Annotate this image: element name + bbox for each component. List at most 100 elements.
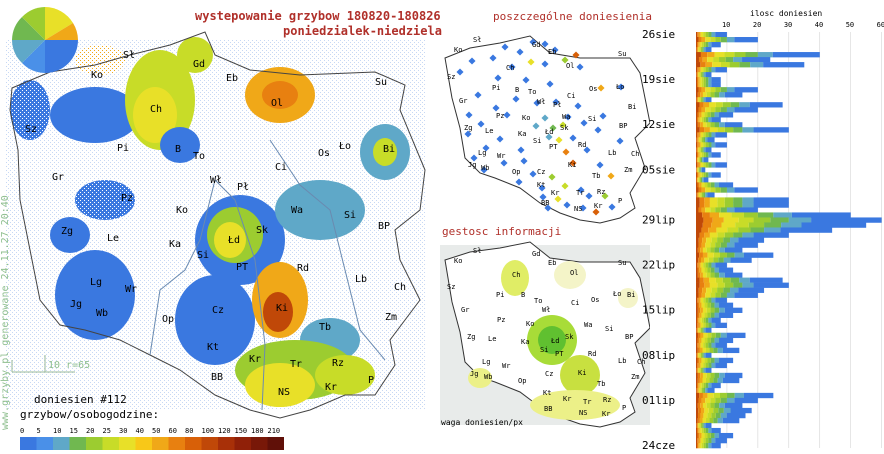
density-city-label: Ci bbox=[571, 299, 579, 307]
bar-segment bbox=[703, 262, 706, 268]
bar-segment bbox=[717, 127, 725, 133]
bar-segment bbox=[719, 312, 734, 318]
report-point bbox=[465, 111, 473, 119]
bar-segment bbox=[720, 87, 727, 93]
bar-segment bbox=[701, 167, 706, 173]
bar-segment bbox=[696, 47, 698, 53]
reports-map-title: poszczególne doniesienia bbox=[493, 10, 652, 23]
bar-segment bbox=[696, 382, 699, 389]
bar-segment bbox=[697, 337, 700, 344]
bar-segment bbox=[700, 92, 703, 98]
main-city-label: Bi bbox=[383, 144, 395, 155]
bar-segment bbox=[703, 147, 706, 153]
reports-city-label: Os bbox=[589, 85, 597, 93]
bar-segment bbox=[706, 247, 711, 253]
bar-segment bbox=[709, 282, 718, 288]
bar-segment bbox=[696, 227, 702, 233]
bar-segment bbox=[720, 412, 727, 419]
bar-segment bbox=[698, 177, 700, 183]
density-city-label: Ch bbox=[637, 358, 645, 366]
bar-segment bbox=[724, 402, 743, 409]
bar-segment bbox=[696, 247, 698, 253]
bar-segment bbox=[730, 257, 752, 263]
report-point bbox=[527, 58, 535, 66]
reports-city-label: Bi bbox=[628, 103, 636, 111]
density-city-label: Op bbox=[518, 377, 526, 385]
bar-segment bbox=[720, 62, 730, 68]
legend-swatch bbox=[102, 437, 119, 450]
bar-segment bbox=[696, 52, 701, 58]
bar-segment bbox=[700, 342, 704, 349]
bar-segment bbox=[698, 387, 701, 394]
bar-segment bbox=[696, 277, 700, 283]
bar-segment bbox=[715, 322, 727, 329]
density-city-label: Le bbox=[488, 335, 496, 343]
main-city-label: Wł bbox=[210, 175, 222, 186]
reports-city-label: Gd bbox=[532, 41, 540, 49]
bar-segment bbox=[696, 172, 697, 178]
bar-segment bbox=[711, 117, 721, 123]
report-point bbox=[541, 60, 549, 68]
bar-segment bbox=[696, 127, 700, 133]
bar-segment bbox=[719, 212, 732, 218]
report-point bbox=[464, 130, 472, 138]
bar-segment bbox=[707, 312, 711, 318]
bar-segment bbox=[708, 362, 712, 369]
density-city-label: B bbox=[521, 291, 525, 299]
main-city-label: Sz bbox=[25, 124, 37, 135]
bar-segment bbox=[696, 317, 697, 323]
bar-segment bbox=[696, 267, 698, 273]
bar-segment bbox=[715, 32, 727, 38]
bar-segment bbox=[696, 347, 698, 354]
bar-segment bbox=[698, 67, 701, 73]
bar-segment bbox=[699, 337, 702, 344]
bar-segment bbox=[730, 277, 740, 283]
bar-segment bbox=[698, 117, 700, 123]
bar-segment bbox=[696, 392, 700, 399]
bar-segment bbox=[707, 182, 711, 188]
bar-segment bbox=[697, 432, 700, 439]
bar-segment bbox=[698, 257, 702, 263]
bar-segment bbox=[697, 327, 699, 334]
bar-segment bbox=[801, 222, 867, 228]
bar-segment bbox=[696, 417, 698, 424]
main-city-label: NS bbox=[278, 387, 290, 398]
bar-segment bbox=[750, 227, 765, 233]
bar-segment bbox=[696, 217, 704, 223]
bar-segment bbox=[733, 232, 743, 238]
bar-segment bbox=[707, 52, 715, 58]
bar-segment bbox=[698, 132, 701, 138]
bar-segment bbox=[696, 282, 700, 288]
bar-segment bbox=[733, 202, 743, 208]
report-point bbox=[515, 178, 523, 186]
bar-segment bbox=[696, 442, 699, 449]
legend-swatch bbox=[251, 437, 268, 450]
bar-segment bbox=[724, 122, 743, 128]
density-city-label: Wr bbox=[502, 362, 510, 370]
bar-segment bbox=[701, 292, 706, 298]
legend-value: 180 bbox=[251, 427, 264, 435]
bar-segment bbox=[698, 157, 700, 163]
bar-segment bbox=[726, 107, 735, 113]
bar-segment bbox=[702, 212, 710, 218]
bar-segment bbox=[733, 197, 743, 203]
density-city-label: Ch bbox=[512, 271, 520, 279]
reports-city-label: Ło bbox=[615, 83, 624, 91]
report-point bbox=[529, 38, 537, 46]
reports-city-label: Gr bbox=[459, 97, 467, 105]
report-point bbox=[489, 54, 497, 62]
bar-segment bbox=[717, 197, 725, 203]
bar-segment bbox=[705, 117, 709, 123]
bar-segment bbox=[704, 257, 709, 263]
bar-segment bbox=[733, 282, 743, 288]
bar-segment bbox=[696, 142, 698, 148]
bar-segment bbox=[697, 262, 699, 268]
bar-segment bbox=[696, 252, 700, 258]
bar-segment bbox=[701, 357, 705, 364]
bar-segment bbox=[703, 82, 706, 88]
main-city-label: To bbox=[193, 151, 205, 162]
bar-segment bbox=[696, 292, 699, 298]
bar-segment bbox=[722, 347, 740, 354]
legend-swatch bbox=[218, 437, 235, 450]
bar-segment bbox=[707, 137, 715, 143]
